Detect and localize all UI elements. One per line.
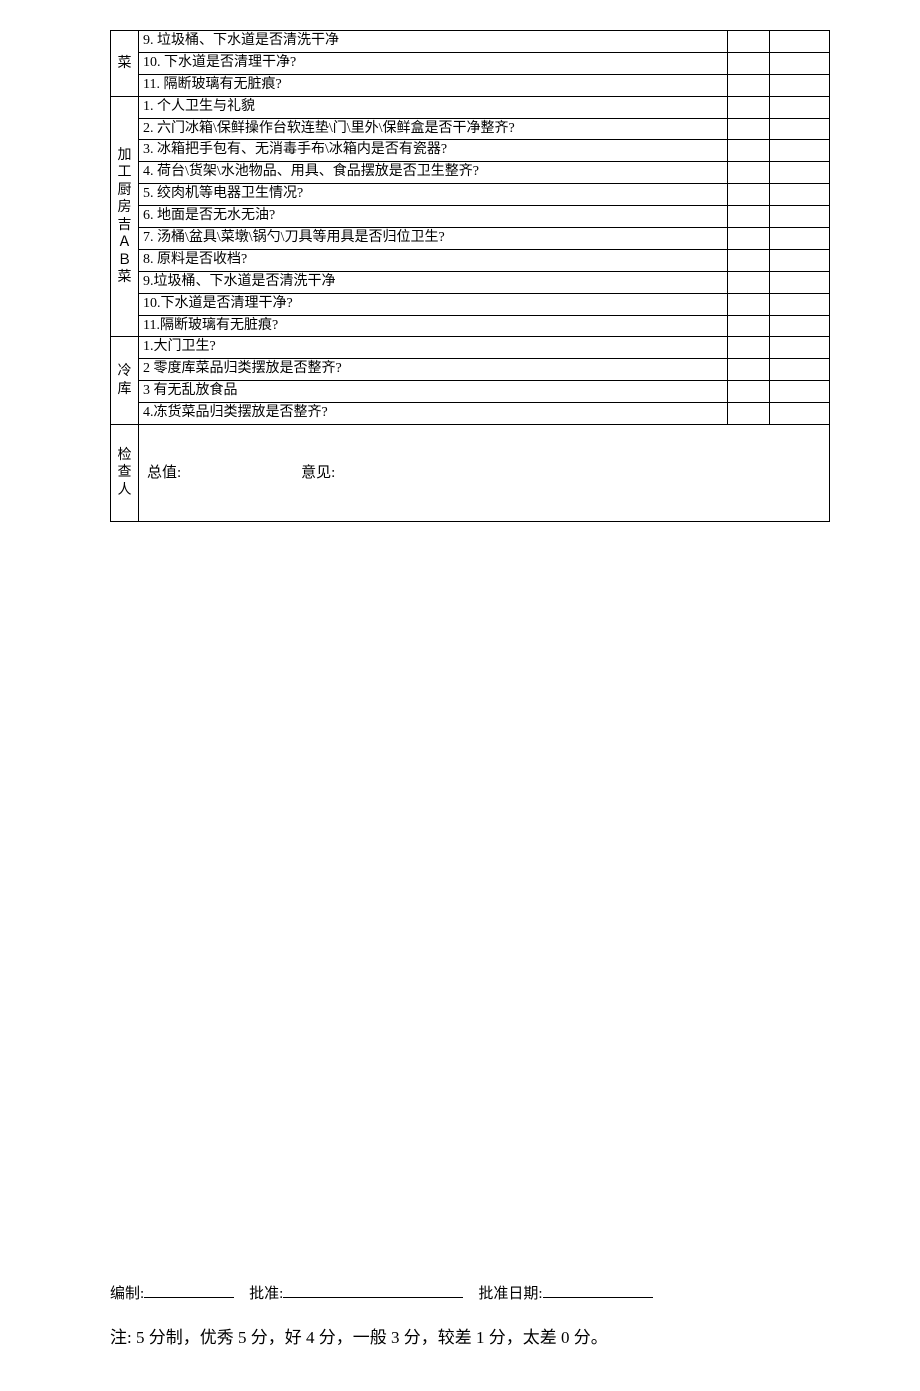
table-row: 菜 9. 垃圾桶、下水道是否清洗干净 — [111, 31, 830, 53]
table-row: 冷库 1.大门卫生? — [111, 337, 830, 359]
remark-cell[interactable] — [770, 162, 830, 184]
remark-cell[interactable] — [770, 118, 830, 140]
table-row: 4. 荷台\货架\水池物品、用具、食品摆放是否卫生整齐? — [111, 162, 830, 184]
item-cell: 3. 冰箱把手包有、无消毒手布\冰箱内是否有瓷器? — [139, 140, 728, 162]
total-label: 总值: — [147, 463, 181, 483]
approved-date-blank[interactable] — [543, 1282, 653, 1298]
table-row: 9.垃圾桶、下水道是否清洗干净 — [111, 271, 830, 293]
inspector-content: 总值: 意见: — [139, 425, 830, 522]
item-cell: 4. 荷台\货架\水池物品、用具、食品摆放是否卫生整齐? — [139, 162, 728, 184]
score-cell[interactable] — [728, 315, 770, 337]
inspector-row: 检查人 总值: 意见: — [111, 425, 830, 522]
table-row: 6. 地面是否无水无油? — [111, 206, 830, 228]
remark-cell[interactable] — [770, 228, 830, 250]
remark-cell[interactable] — [770, 315, 830, 337]
item-cell: 11.隔断玻璃有无脏痕? — [139, 315, 728, 337]
signature-line: 编制: 批准: 批准日期: — [110, 1282, 830, 1306]
item-cell: 4.冻货菜品归类摆放是否整齐? — [139, 403, 728, 425]
table-row: 3 有无乱放食品 — [111, 381, 830, 403]
remark-cell[interactable] — [770, 271, 830, 293]
item-cell: 10. 下水道是否清理干净? — [139, 52, 728, 74]
item-cell: 5. 绞肉机等电器卫生情况? — [139, 184, 728, 206]
item-cell: 10.下水道是否清理干净? — [139, 293, 728, 315]
remark-cell[interactable] — [770, 249, 830, 271]
score-cell[interactable] — [728, 162, 770, 184]
score-cell[interactable] — [728, 96, 770, 118]
score-cell[interactable] — [728, 206, 770, 228]
table-row: 4.冻货菜品归类摆放是否整齐? — [111, 403, 830, 425]
score-cell[interactable] — [728, 403, 770, 425]
made-by-label: 编制: — [110, 1286, 144, 1302]
score-cell[interactable] — [728, 271, 770, 293]
item-cell: 2. 六门冰箱\保鲜操作台软连垫\门\里外\保鲜盒是否干净整齐? — [139, 118, 728, 140]
checklist-table: 菜 9. 垃圾桶、下水道是否清洗干净 10. 下水道是否清理干净? 11. 隔断… — [110, 30, 830, 522]
remark-cell[interactable] — [770, 52, 830, 74]
table-row: 10.下水道是否清理干净? — [111, 293, 830, 315]
item-cell: 9. 垃圾桶、下水道是否清洗干净 — [139, 31, 728, 53]
approved-date-label: 批准日期: — [478, 1286, 542, 1302]
score-cell[interactable] — [728, 31, 770, 53]
item-cell: 9.垃圾桶、下水道是否清洗干净 — [139, 271, 728, 293]
score-cell[interactable] — [728, 359, 770, 381]
scoring-note: 注: 5 分制，优秀 5 分，好 4 分，一般 3 分，较差 1 分，太差 0 … — [110, 1324, 830, 1351]
table-row: 7. 汤桶\盆具\菜墩\锅勺\刀具等用具是否归位卫生? — [111, 228, 830, 250]
remark-cell[interactable] — [770, 359, 830, 381]
item-cell: 7. 汤桶\盆具\菜墩\锅勺\刀具等用具是否归位卫生? — [139, 228, 728, 250]
remark-cell[interactable] — [770, 140, 830, 162]
table-row: 2. 六门冰箱\保鲜操作台软连垫\门\里外\保鲜盒是否干净整齐? — [111, 118, 830, 140]
item-cell: 2 零度库菜品归类摆放是否整齐? — [139, 359, 728, 381]
score-cell[interactable] — [728, 293, 770, 315]
remark-cell[interactable] — [770, 184, 830, 206]
remark-cell[interactable] — [770, 337, 830, 359]
remark-cell[interactable] — [770, 293, 830, 315]
section-label: 冷库 — [111, 337, 139, 425]
table-row: 2 零度库菜品归类摆放是否整齐? — [111, 359, 830, 381]
approved-by-label: 批准: — [249, 1286, 283, 1302]
table-row: 11.隔断玻璃有无脏痕? — [111, 315, 830, 337]
table-row: 11. 隔断玻璃有无脏痕? — [111, 74, 830, 96]
remark-cell[interactable] — [770, 403, 830, 425]
score-cell[interactable] — [728, 74, 770, 96]
remark-cell[interactable] — [770, 381, 830, 403]
remark-cell[interactable] — [770, 96, 830, 118]
approved-by-blank[interactable] — [283, 1282, 463, 1298]
table-row: 3. 冰箱把手包有、无消毒手布\冰箱内是否有瓷器? — [111, 140, 830, 162]
remark-cell[interactable] — [770, 74, 830, 96]
section-label: 菜 — [111, 31, 139, 97]
table-body: 菜 9. 垃圾桶、下水道是否清洗干净 10. 下水道是否清理干净? 11. 隔断… — [111, 31, 830, 522]
inspector-label-cell: 检查人 — [111, 425, 139, 522]
item-cell: 6. 地面是否无水无油? — [139, 206, 728, 228]
remark-cell[interactable] — [770, 206, 830, 228]
section-label: 加工厨房吉ＡＢ菜 — [111, 96, 139, 337]
item-cell: 3 有无乱放食品 — [139, 381, 728, 403]
score-cell[interactable] — [728, 337, 770, 359]
table-row: 8. 原料是否收档? — [111, 249, 830, 271]
remark-cell[interactable] — [770, 31, 830, 53]
page: 菜 9. 垃圾桶、下水道是否清洗干净 10. 下水道是否清理干净? 11. 隔断… — [0, 0, 920, 1391]
item-cell: 1. 个人卫生与礼貌 — [139, 96, 728, 118]
score-cell[interactable] — [728, 52, 770, 74]
table-row: 加工厨房吉ＡＢ菜 1. 个人卫生与礼貌 — [111, 96, 830, 118]
score-cell[interactable] — [728, 249, 770, 271]
score-cell[interactable] — [728, 140, 770, 162]
score-cell[interactable] — [728, 228, 770, 250]
item-cell: 1.大门卫生? — [139, 337, 728, 359]
table-row: 10. 下水道是否清理干净? — [111, 52, 830, 74]
opinion-label: 意见: — [301, 463, 335, 483]
footer: 编制: 批准: 批准日期: 注: 5 分制，优秀 5 分，好 4 分，一般 3 … — [110, 1282, 830, 1351]
item-cell: 8. 原料是否收档? — [139, 249, 728, 271]
table-row: 5. 绞肉机等电器卫生情况? — [111, 184, 830, 206]
item-cell: 11. 隔断玻璃有无脏痕? — [139, 74, 728, 96]
made-by-blank[interactable] — [144, 1282, 234, 1298]
score-cell[interactable] — [728, 118, 770, 140]
score-cell[interactable] — [728, 184, 770, 206]
score-cell[interactable] — [728, 381, 770, 403]
